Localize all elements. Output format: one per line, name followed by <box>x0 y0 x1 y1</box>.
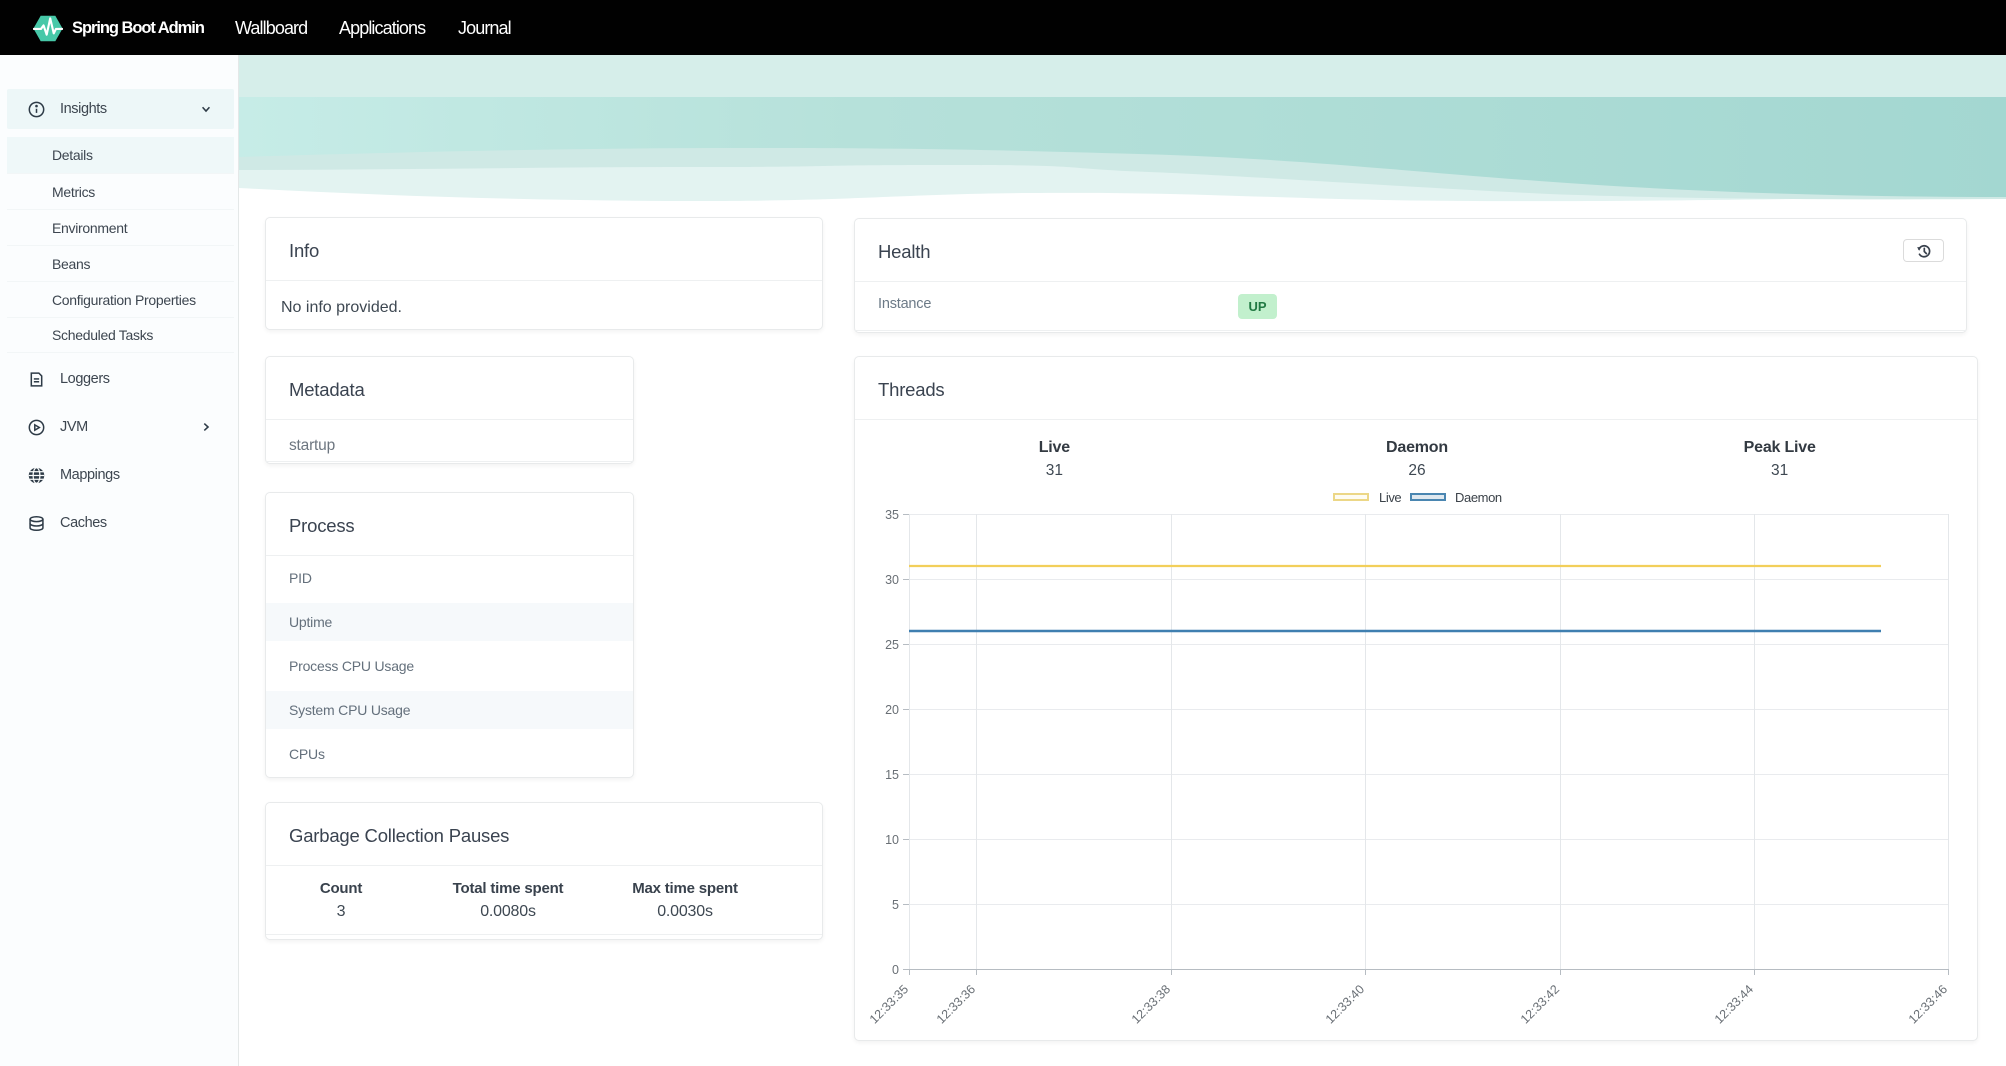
svg-text:10: 10 <box>885 833 899 847</box>
svg-text:12:33:42: 12:33:42 <box>1518 982 1562 1026</box>
svg-text:12:33:46: 12:33:46 <box>1906 982 1950 1026</box>
svg-text:12:33:36: 12:33:36 <box>934 982 978 1026</box>
svg-text:0: 0 <box>892 963 899 977</box>
svg-text:25: 25 <box>885 638 899 652</box>
svg-text:12:33:44: 12:33:44 <box>1712 982 1756 1026</box>
svg-text:30: 30 <box>885 573 899 587</box>
svg-text:12:33:38: 12:33:38 <box>1129 982 1173 1026</box>
svg-text:15: 15 <box>885 768 899 782</box>
svg-text:12:33:35: 12:33:35 <box>867 982 911 1026</box>
svg-text:35: 35 <box>885 508 899 522</box>
svg-text:12:33:40: 12:33:40 <box>1323 982 1367 1026</box>
svg-text:20: 20 <box>885 703 899 717</box>
svg-text:5: 5 <box>892 898 899 912</box>
